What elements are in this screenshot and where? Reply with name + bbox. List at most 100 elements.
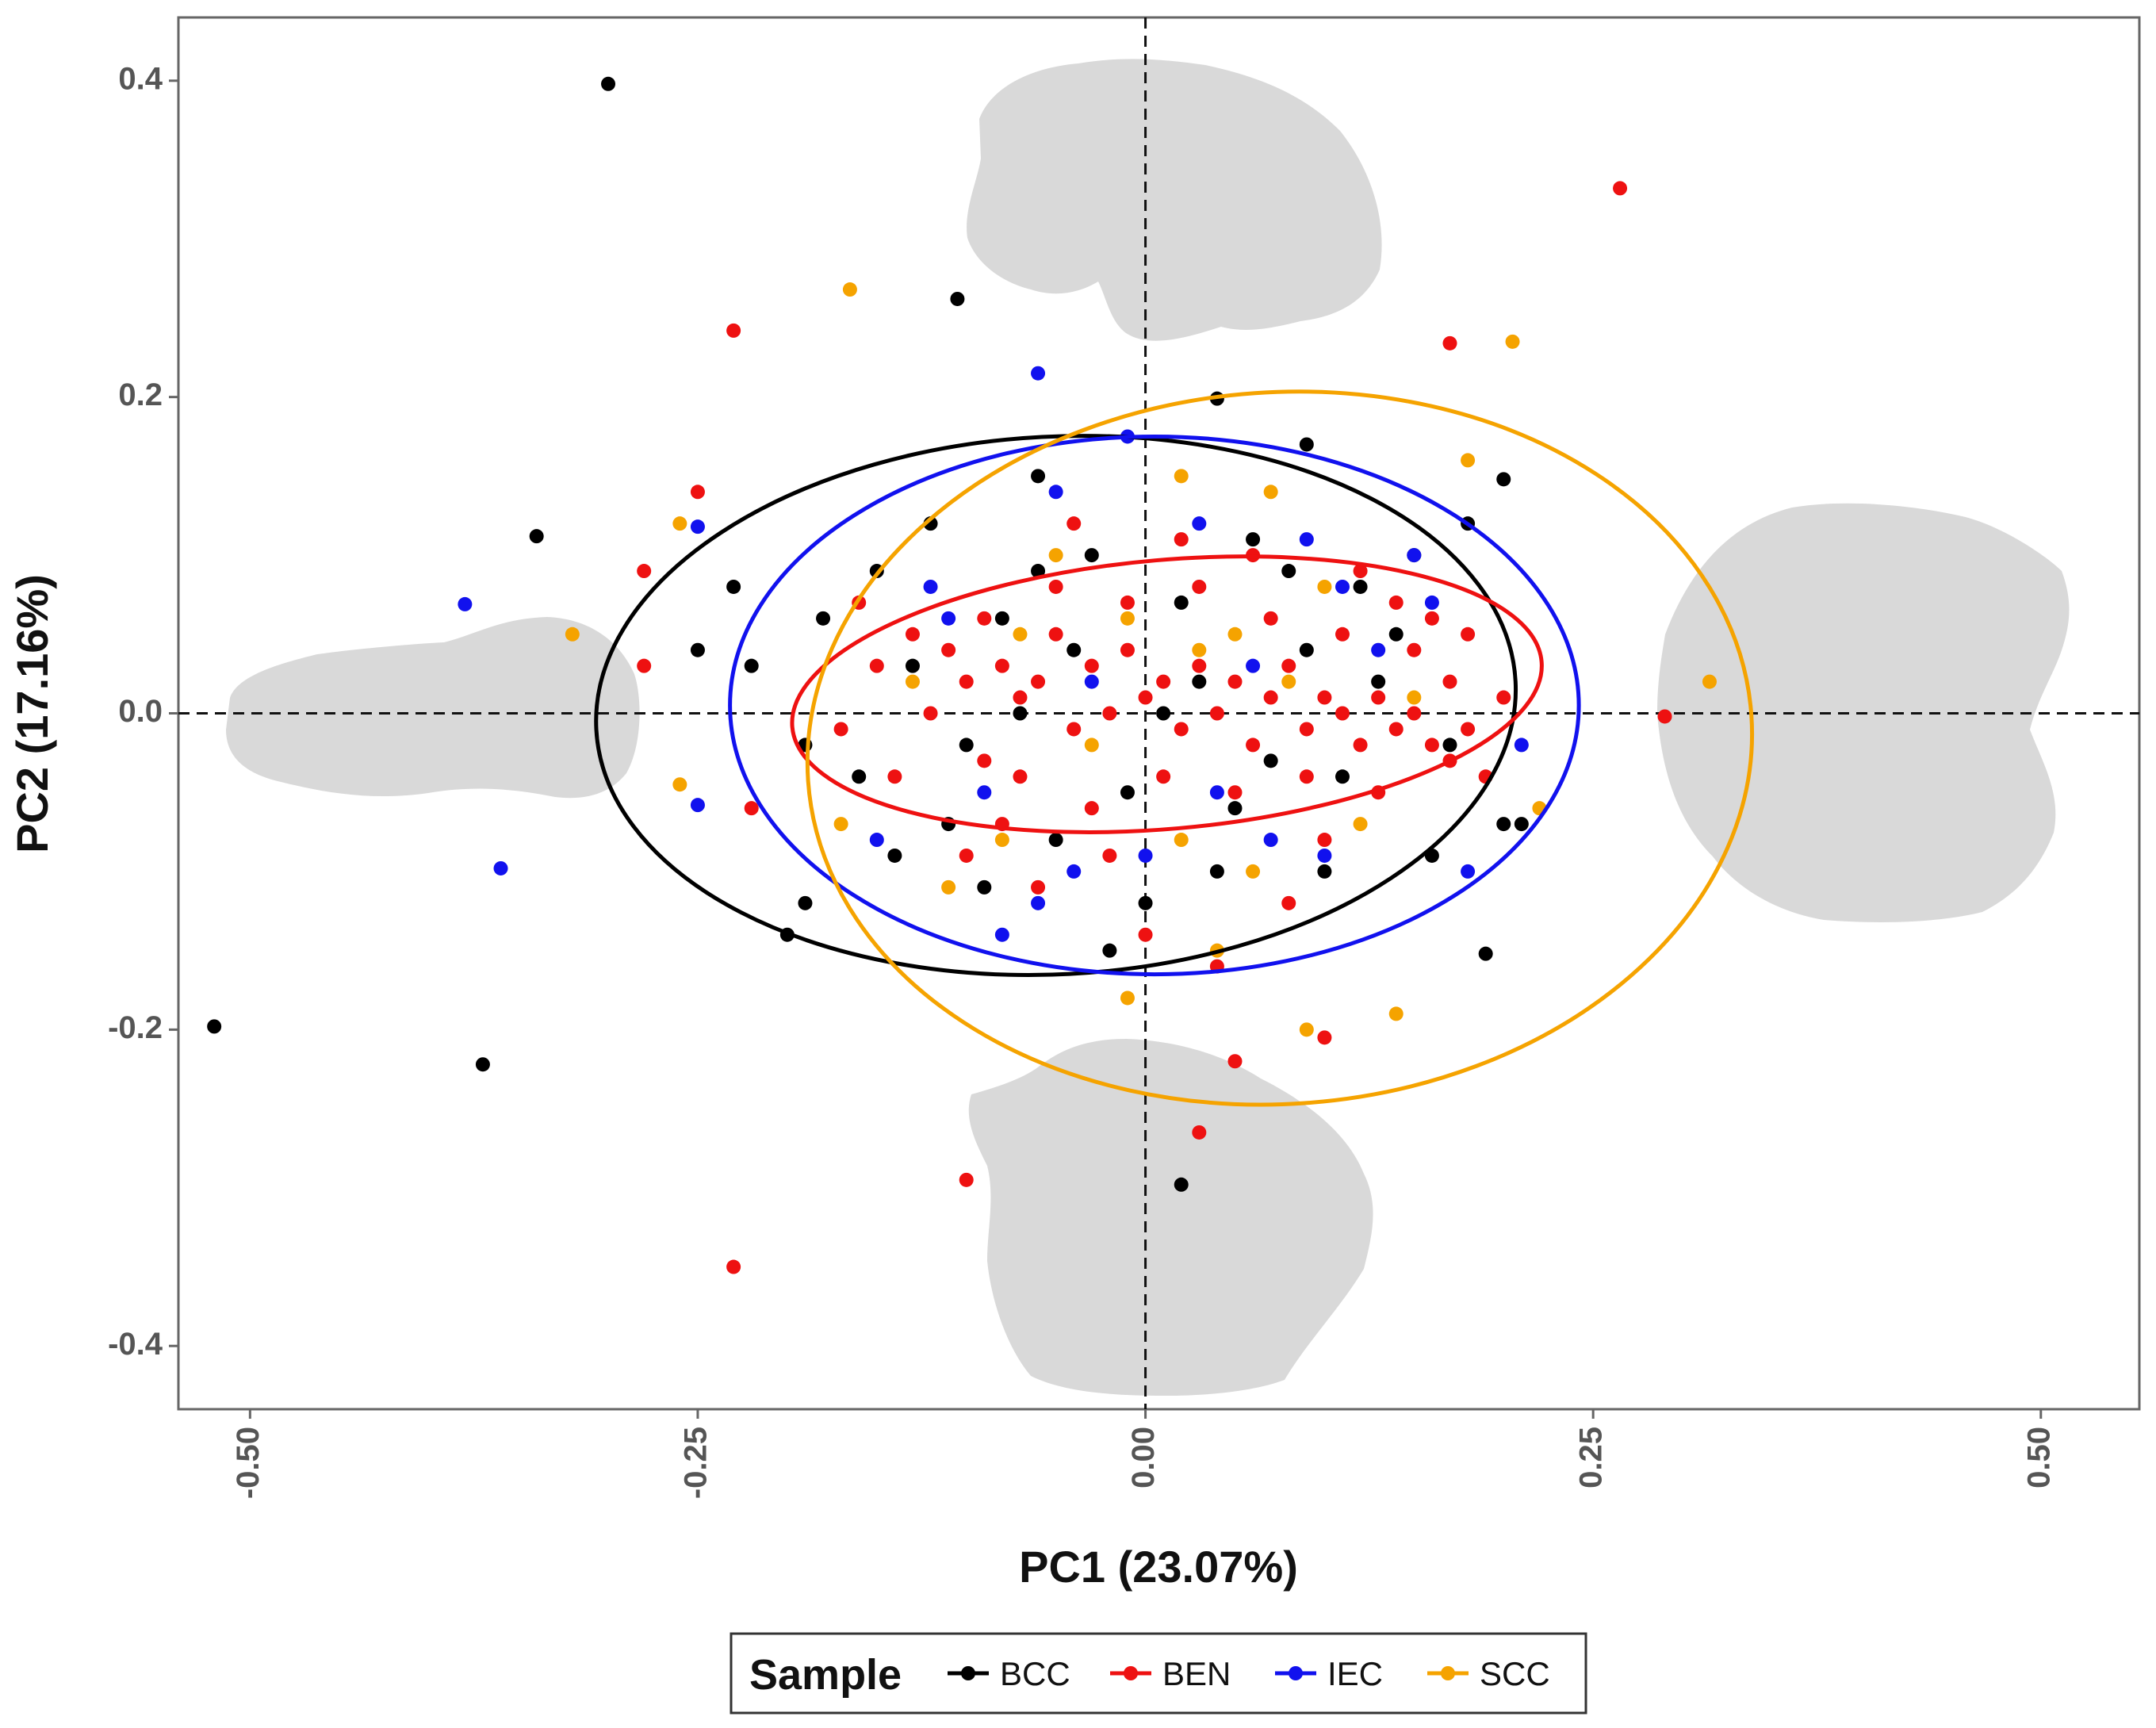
point-iec	[458, 596, 473, 611]
point-bcc	[1048, 833, 1063, 848]
y-tick-label: -0.2	[108, 1010, 163, 1045]
silhouette-bottom	[968, 1039, 1373, 1396]
point-ben	[1084, 658, 1099, 673]
point-ben	[1388, 595, 1404, 610]
point-ben	[637, 658, 652, 673]
point-ben	[1263, 611, 1278, 626]
point-ben	[1031, 674, 1046, 689]
point-bcc	[1209, 864, 1224, 879]
legend: Sample BCC BEN IEC SCC	[730, 1632, 1587, 1715]
point-scc	[1120, 990, 1135, 1006]
point-scc	[1120, 611, 1135, 626]
point-bcc	[1442, 738, 1457, 753]
point-bcc	[1031, 469, 1046, 484]
legend-key-dot	[961, 1666, 975, 1680]
confidence-ellipses	[594, 389, 1755, 1107]
legend-label-iec: IEC	[1327, 1655, 1383, 1692]
leaf-silhouette-group	[226, 59, 2070, 1396]
point-ben	[1209, 706, 1224, 721]
point-bcc	[744, 658, 759, 673]
point-ben	[1281, 658, 1296, 673]
legend-key-dot	[1124, 1666, 1138, 1680]
point-scc	[1702, 674, 1717, 689]
point-ben	[1263, 690, 1278, 705]
point-ben	[1407, 642, 1422, 657]
point-iec	[1209, 785, 1224, 800]
point-bcc	[475, 1057, 490, 1072]
ellipse-ben	[790, 554, 1544, 834]
point-iec	[1461, 864, 1476, 879]
point-ben	[977, 753, 992, 768]
point-bcc	[1192, 674, 1207, 689]
point-ben	[959, 1172, 974, 1187]
point-ben	[1281, 895, 1296, 910]
point-scc	[833, 817, 848, 832]
point-bcc	[1335, 769, 1350, 784]
point-ben	[1084, 801, 1099, 816]
point-scc	[1388, 1006, 1404, 1021]
point-scc	[672, 516, 687, 531]
point-bcc	[1353, 579, 1368, 594]
point-ben	[1227, 1054, 1243, 1069]
point-ben	[1174, 532, 1189, 547]
point-ben	[1067, 722, 1082, 737]
point-iec	[1031, 366, 1046, 381]
point-iec	[1371, 642, 1386, 657]
point-bcc	[1371, 674, 1386, 689]
point-iec	[1031, 895, 1046, 910]
point-bcc	[207, 1019, 222, 1034]
point-bcc	[977, 879, 992, 895]
point-bcc	[905, 658, 920, 673]
point-ben	[1067, 516, 1082, 531]
point-ben	[637, 564, 652, 579]
point-iec	[1067, 864, 1082, 879]
point-scc	[1407, 690, 1422, 705]
x-axis-title: PC1 (23.07%)	[1019, 1542, 1298, 1592]
point-iec	[1246, 658, 1261, 673]
point-ben	[1424, 611, 1439, 626]
point-iec	[1299, 532, 1314, 547]
point-bcc	[1263, 753, 1278, 768]
point-scc	[1048, 548, 1063, 563]
point-scc	[1505, 334, 1520, 349]
point-ben	[977, 611, 992, 626]
y-tick-label: 0.0	[118, 694, 163, 729]
point-bcc	[950, 291, 965, 306]
point-ben	[1246, 738, 1261, 753]
point-ben	[1461, 722, 1476, 737]
point-ben	[1120, 595, 1135, 610]
point-ben	[1227, 674, 1243, 689]
point-bcc	[1156, 706, 1171, 721]
point-ben	[1156, 769, 1171, 784]
point-bcc	[1138, 895, 1153, 910]
point-scc	[994, 833, 1009, 848]
point-iec	[977, 785, 992, 800]
point-bcc	[1067, 642, 1082, 657]
point-ben	[1174, 722, 1189, 737]
point-ben	[1442, 674, 1457, 689]
point-bcc	[994, 611, 1009, 626]
point-ben	[1192, 1125, 1207, 1140]
point-scc	[1317, 579, 1332, 594]
point-ben	[1388, 722, 1404, 737]
point-bcc	[1478, 946, 1493, 961]
point-ben	[1048, 626, 1063, 642]
point-bcc	[1496, 817, 1511, 832]
ellipse-scc	[805, 389, 1755, 1107]
point-iec	[1424, 595, 1439, 610]
legend-key-dot	[1289, 1666, 1303, 1680]
point-ben	[994, 658, 1009, 673]
legend-key-dot	[1441, 1666, 1455, 1680]
point-ben	[1031, 879, 1046, 895]
point-iec	[869, 833, 884, 848]
point-bcc	[726, 579, 741, 594]
point-ben	[887, 769, 902, 784]
point-ben	[1138, 690, 1153, 705]
point-bcc	[1388, 626, 1404, 642]
point-scc	[905, 674, 920, 689]
point-scc	[1227, 626, 1243, 642]
point-bcc	[1496, 472, 1511, 487]
point-ben	[1442, 335, 1457, 351]
point-ben	[1496, 690, 1511, 705]
